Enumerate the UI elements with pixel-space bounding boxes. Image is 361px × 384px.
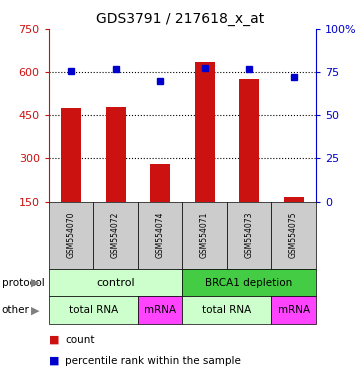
Bar bbox=[61, 108, 81, 202]
Text: GSM554075: GSM554075 bbox=[289, 212, 298, 258]
Text: protocol: protocol bbox=[2, 278, 44, 288]
Text: ■: ■ bbox=[49, 335, 59, 345]
Text: GSM554073: GSM554073 bbox=[245, 212, 253, 258]
Text: count: count bbox=[65, 335, 95, 345]
Text: total RNA: total RNA bbox=[202, 305, 252, 315]
Text: GSM554074: GSM554074 bbox=[156, 212, 165, 258]
Text: GSM554072: GSM554072 bbox=[111, 212, 120, 258]
Bar bbox=[105, 108, 126, 202]
Bar bbox=[284, 197, 304, 202]
Text: GSM554070: GSM554070 bbox=[66, 212, 75, 258]
Text: control: control bbox=[96, 278, 135, 288]
Text: mRNA: mRNA bbox=[144, 305, 176, 315]
Text: GSM554071: GSM554071 bbox=[200, 212, 209, 258]
Text: percentile rank within the sample: percentile rank within the sample bbox=[65, 356, 241, 366]
Text: ▶: ▶ bbox=[31, 305, 40, 315]
Text: GDS3791 / 217618_x_at: GDS3791 / 217618_x_at bbox=[96, 12, 265, 25]
Bar bbox=[239, 79, 259, 202]
Text: mRNA: mRNA bbox=[278, 305, 310, 315]
Text: other: other bbox=[2, 305, 30, 315]
Bar bbox=[150, 164, 170, 202]
Text: BRCA1 depletion: BRCA1 depletion bbox=[205, 278, 293, 288]
Text: total RNA: total RNA bbox=[69, 305, 118, 315]
Text: ▶: ▶ bbox=[31, 278, 40, 288]
Bar bbox=[195, 62, 214, 202]
Text: ■: ■ bbox=[49, 356, 59, 366]
